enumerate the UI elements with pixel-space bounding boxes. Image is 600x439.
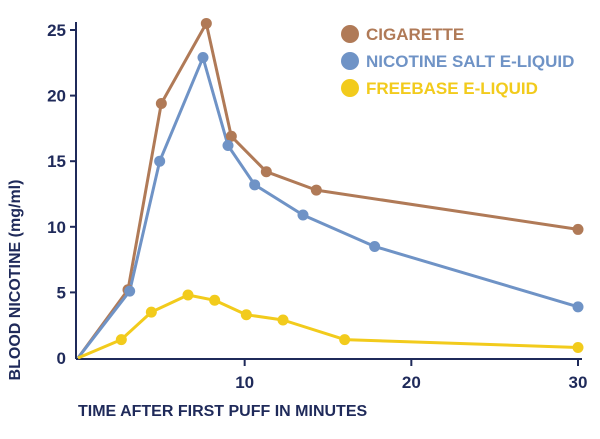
axes-layer: 0 5 10 15 20 25 10 20 30 TIME AFTER FIRST PUFF IN… xyxy=(7,21,587,420)
y-axis-title: BLOOD NICOTINE (mg/ml) xyxy=(7,180,24,381)
series-line-2 xyxy=(77,293,579,360)
data-point xyxy=(200,17,212,29)
data-point xyxy=(209,294,221,306)
data-point xyxy=(310,184,322,196)
data-point xyxy=(572,223,584,235)
data-point xyxy=(155,97,167,109)
data-point xyxy=(260,166,272,178)
data-point xyxy=(124,285,136,297)
x-tick-label: 30 xyxy=(569,373,588,392)
data-point xyxy=(240,309,252,321)
data-point xyxy=(197,52,209,64)
legend: CIGARETTE NICOTINE SALT E-LIQUID FREEBASE … xyxy=(341,25,574,98)
series-layer xyxy=(76,17,584,360)
data-point xyxy=(277,314,289,326)
legend-swatch-2 xyxy=(341,79,359,97)
data-point xyxy=(369,240,381,252)
legend-label-0: CIGARETTE xyxy=(366,25,464,44)
legend-label-1: NICOTINE SALT E-LIQUID xyxy=(366,52,574,71)
x-tick-label: 20 xyxy=(402,373,421,392)
data-point xyxy=(572,301,584,313)
data-point xyxy=(115,334,127,346)
x-tick-label: 10 xyxy=(235,373,254,392)
y-tick-label: 20 xyxy=(47,87,66,106)
x-axis-title: TIME AFTER FIRST PUFF IN MINUTES xyxy=(78,403,368,420)
data-point xyxy=(339,334,351,346)
data-point xyxy=(222,139,234,151)
data-point xyxy=(297,209,309,221)
data-point xyxy=(182,289,194,301)
data-point xyxy=(154,155,166,167)
legend-label-2: FREEBASE E-LIQUID xyxy=(366,79,538,98)
y-tick-label: 10 xyxy=(47,218,66,237)
data-point xyxy=(225,130,237,142)
y-tick-label: 0 xyxy=(57,349,66,368)
data-point xyxy=(249,179,261,191)
legend-swatch-0 xyxy=(341,25,359,43)
data-point xyxy=(145,306,157,318)
y-tick-label: 5 xyxy=(57,283,66,302)
legend-swatch-1 xyxy=(341,52,359,70)
series-line-0 xyxy=(76,21,579,359)
data-point xyxy=(572,342,584,354)
y-tick-label: 25 xyxy=(47,21,66,40)
y-tick-label: 15 xyxy=(47,152,66,171)
